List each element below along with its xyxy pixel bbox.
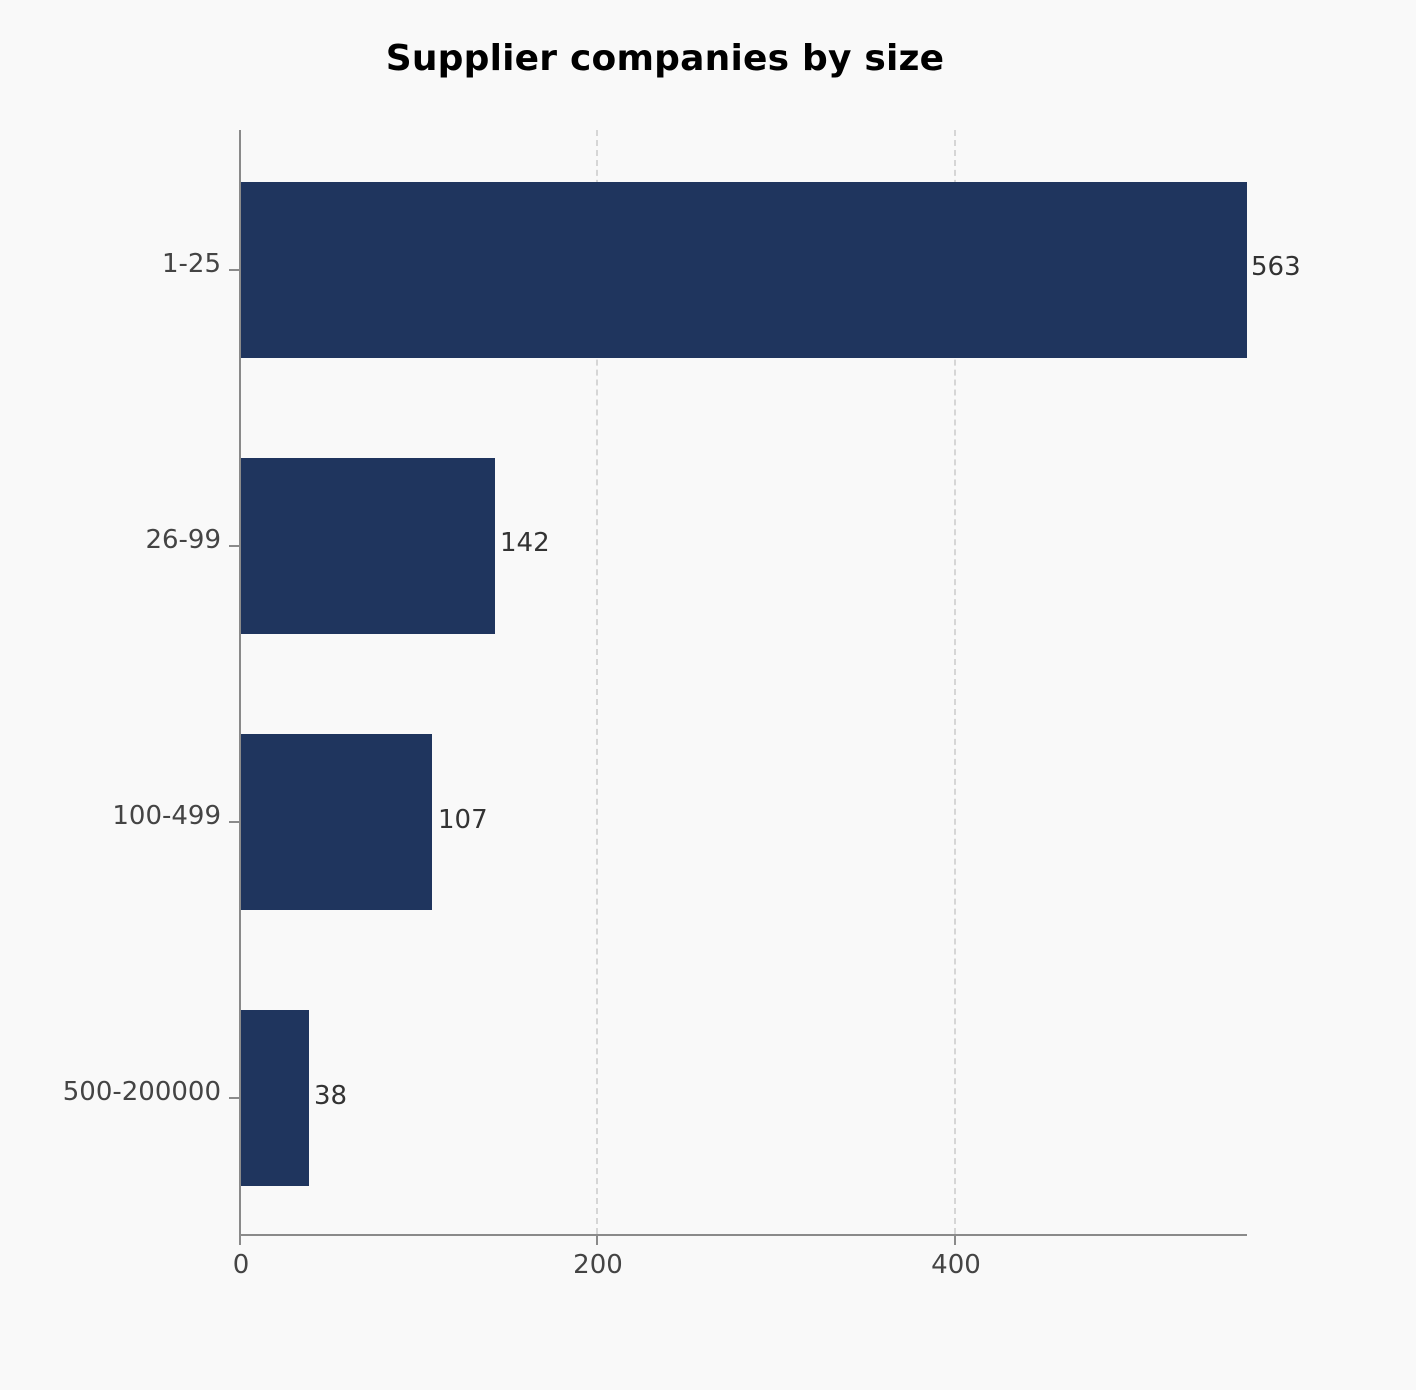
x-axis-line	[239, 1234, 1247, 1236]
bar-500-200000	[241, 1010, 309, 1186]
y-label: 1-25	[161, 249, 221, 279]
value-label: 563	[1251, 252, 1301, 282]
y-tick	[229, 821, 239, 823]
value-label: 38	[314, 1081, 348, 1111]
x-label: 400	[931, 1250, 981, 1280]
gridline-400	[954, 130, 956, 1234]
value-label: 107	[438, 805, 488, 835]
y-label: 26-99	[145, 525, 221, 555]
y-label: 500-200000	[62, 1077, 221, 1107]
y-tick	[229, 269, 239, 271]
x-tick	[596, 1235, 598, 1245]
x-label: 0	[232, 1250, 250, 1280]
x-label: 200	[573, 1250, 623, 1280]
bar-1-25	[241, 182, 1247, 358]
y-label: 100-499	[112, 801, 221, 831]
value-label: 142	[500, 528, 550, 558]
bar-100-499	[241, 734, 432, 910]
gridline-200	[596, 130, 598, 1234]
y-tick	[229, 1097, 239, 1099]
x-tick	[954, 1235, 956, 1245]
x-tick	[239, 1235, 241, 1245]
y-axis-line	[239, 130, 241, 1235]
chart-title: Supplier companies by size	[385, 38, 945, 79]
bar-26-99	[241, 458, 495, 634]
y-tick	[229, 545, 239, 547]
